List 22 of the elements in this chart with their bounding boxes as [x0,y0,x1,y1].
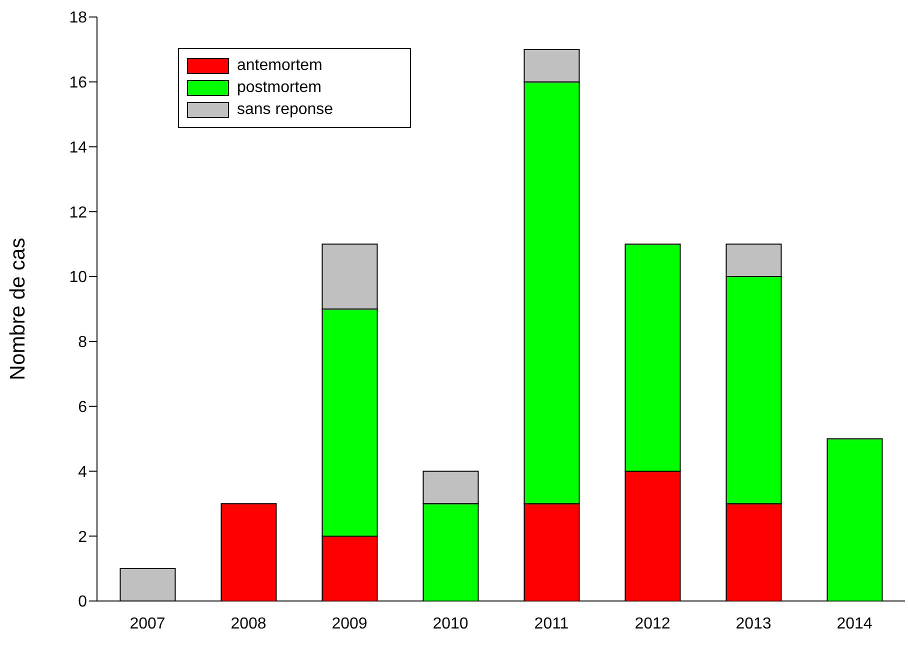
y-tick-label: 12 [69,204,88,222]
y-tick-label: 8 [78,334,88,352]
legend-label: sans reponse [237,100,334,120]
x-tick-label: 2013 [736,615,772,632]
y-tick-label: 10 [69,269,88,286]
legend-label: antemortem [237,56,322,76]
y-axis-title: Nombre de cas [6,238,30,380]
y-tick-label: 0 [78,594,88,611]
y-tick-label: 18 [69,10,88,27]
y-tick-label: 14 [69,139,88,156]
y-tick-label: 6 [78,399,88,416]
x-tick-label: 2007 [130,615,166,632]
y-tick-label: 4 [78,464,88,481]
legend-label: postmortem [237,78,322,98]
x-tick-label: 2012 [634,615,670,632]
x-tick-label: 2014 [836,615,872,632]
y-tick-label: 2 [78,528,88,546]
x-tick-label: 2008 [230,615,266,632]
x-tick-label: 2010 [432,615,468,632]
x-tick-label: 2011 [534,615,569,632]
y-tick-label: 16 [69,74,88,92]
x-tick-label: 2009 [332,615,368,632]
